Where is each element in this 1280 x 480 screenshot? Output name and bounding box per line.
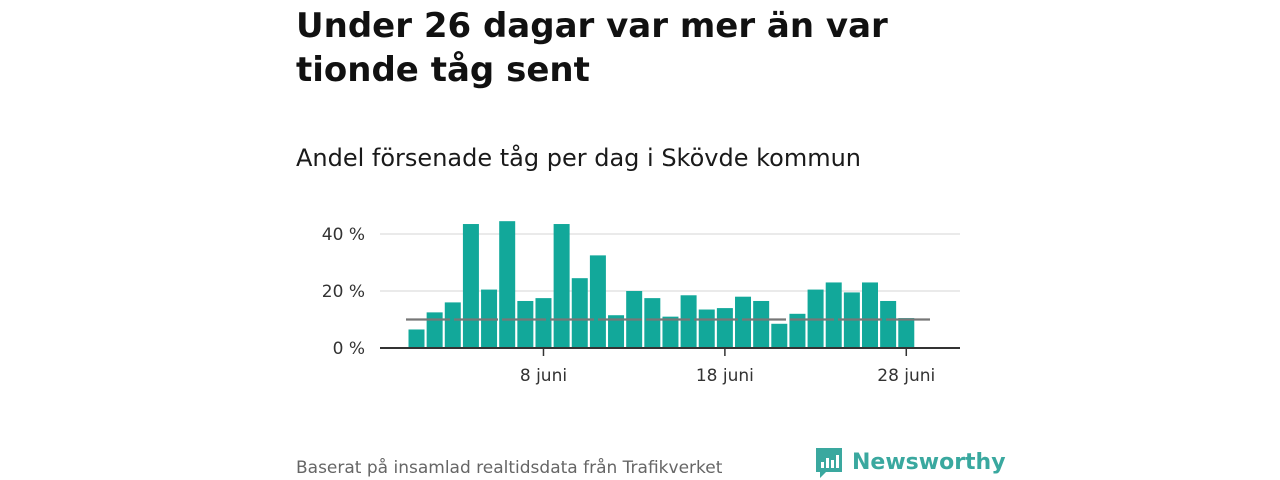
bar — [608, 315, 625, 348]
source-note: Baserat på insamlad realtidsdata från Tr… — [296, 458, 723, 478]
bar — [462, 224, 479, 348]
bars — [408, 221, 915, 348]
newsworthy-logo-icon — [816, 448, 842, 478]
bar — [426, 312, 443, 348]
bar — [789, 313, 806, 348]
chart-title: Under 26 dagar var mer än var tionde tåg… — [296, 6, 888, 90]
bar — [735, 296, 752, 348]
y-tick-label: 40 % — [322, 225, 365, 245]
y-tick-label: 0 % — [333, 339, 365, 359]
bar — [589, 255, 606, 348]
bar — [771, 323, 788, 348]
bar — [698, 309, 715, 348]
x-tick-label: 8 juni — [520, 366, 567, 386]
bar — [898, 318, 915, 348]
bar — [825, 282, 842, 348]
brand-name: Newsworthy — [852, 450, 1006, 475]
bar — [662, 316, 679, 348]
bar — [499, 221, 516, 348]
bar — [553, 224, 570, 348]
chart-subtitle: Andel försenade tåg per dag i Skövde kom… — [296, 144, 862, 172]
bar — [408, 329, 425, 348]
bar — [680, 295, 697, 348]
x-tick-label: 28 juni — [877, 366, 935, 386]
bar — [644, 298, 661, 348]
bar — [517, 300, 534, 348]
brand-logo: Newsworthy — [814, 446, 1006, 480]
bar — [753, 300, 770, 348]
bar — [862, 282, 878, 348]
y-tick-label: 20 % — [322, 282, 365, 302]
bar — [716, 308, 733, 348]
bar — [880, 300, 897, 348]
axes: 0 % 20 % 40 % 8 juni 18 juni 28 juni — [322, 225, 960, 386]
bar — [571, 278, 588, 348]
x-tick-label: 18 juni — [696, 366, 754, 386]
bar — [444, 302, 461, 348]
bar — [535, 298, 552, 348]
